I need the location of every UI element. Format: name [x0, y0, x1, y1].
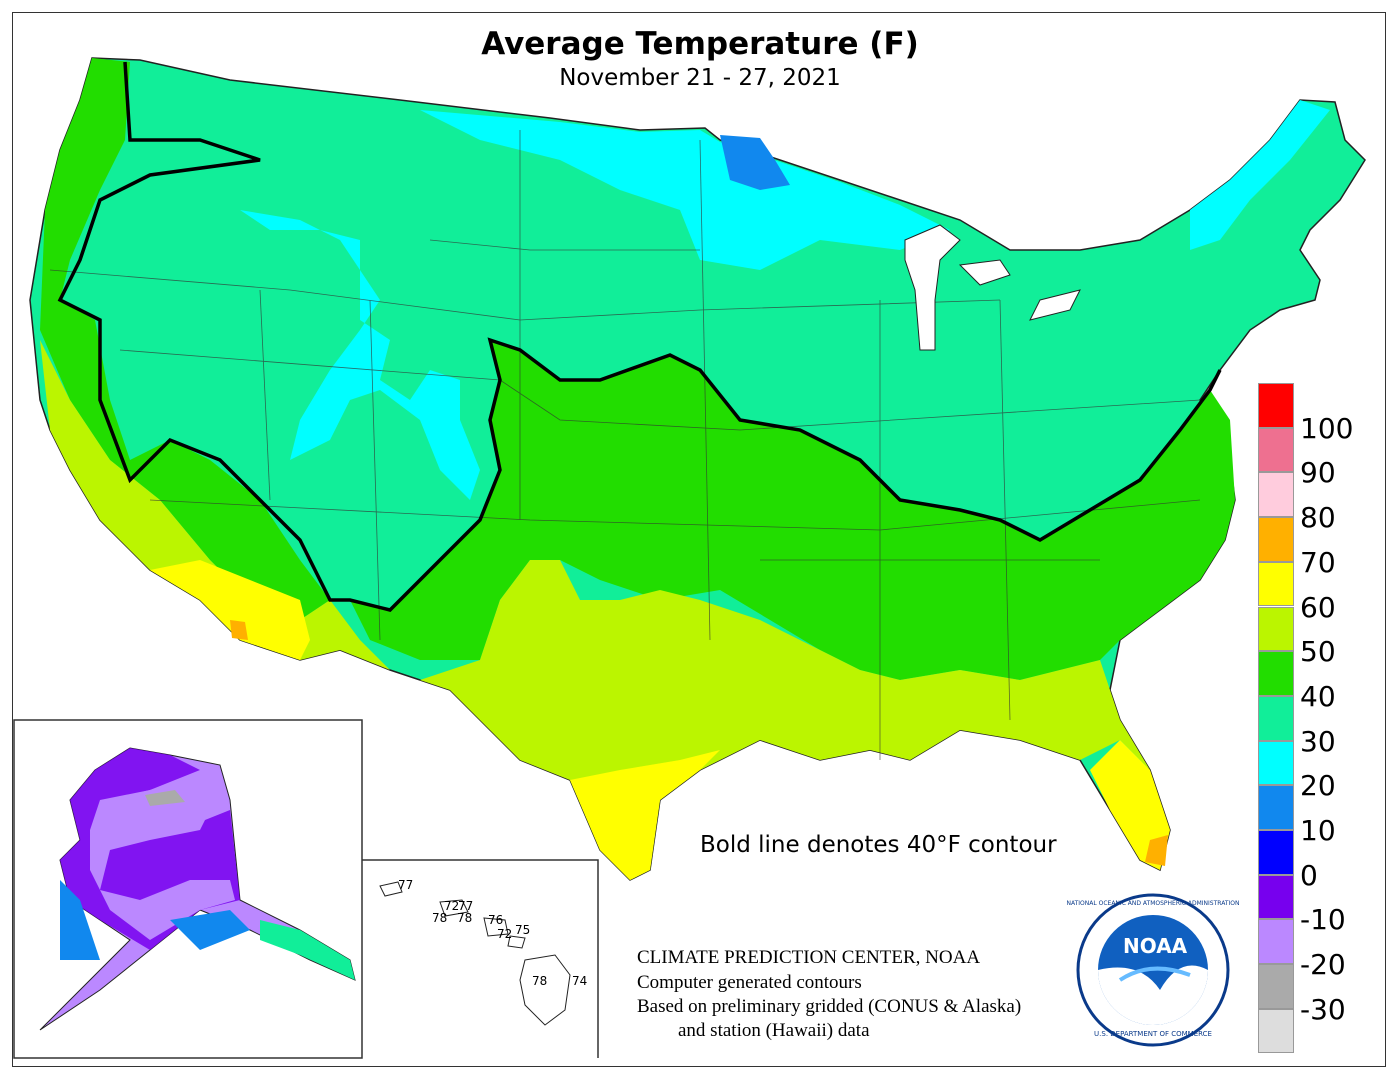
zone-60-70-florida — [1090, 740, 1170, 870]
credit-line-2: Computer generated contours — [637, 972, 862, 993]
legend-label: 100 — [1300, 411, 1354, 445]
hawaii-station-label: 78 — [532, 974, 547, 988]
map-frame — [12, 12, 1386, 1067]
hawaii-station-label: 72 — [497, 927, 512, 941]
zone-70-80-florida — [1145, 835, 1168, 866]
legend-swatch — [1258, 785, 1294, 830]
hawaii-station-label: 77 — [398, 878, 413, 892]
legend-label: 20 — [1300, 769, 1336, 803]
legend-label: 30 — [1300, 724, 1336, 758]
noaa-logo-text: NOAA — [1123, 934, 1188, 958]
hawaii-station-label: 72 — [444, 899, 459, 913]
legend-label: -30 — [1300, 992, 1346, 1026]
alaska-zone-30-40 — [260, 920, 355, 980]
zone-20-30-northeast — [1190, 100, 1330, 250]
legend-label: 10 — [1300, 814, 1336, 847]
legend-label: 90 — [1300, 456, 1336, 490]
legend-swatch — [1258, 561, 1294, 607]
zone-20-30-mountain — [240, 210, 480, 500]
noaa-logo — [1076, 893, 1230, 1047]
hawaii-station-label: 77 — [458, 899, 473, 913]
credit-line-4: and station (Hawaii) data — [678, 1020, 870, 1041]
hawaii-islands — [379, 881, 571, 1026]
hawaii-station-label: 78 — [432, 911, 447, 925]
zone-60-70-texas — [570, 750, 720, 880]
legend-label: 0 — [1300, 858, 1318, 892]
zone-20-30-north — [420, 110, 950, 270]
credit-line-1: CLIMATE PREDICTION CENTER, NOAA — [637, 947, 981, 968]
legend-label: -20 — [1300, 948, 1346, 982]
zone-70-80-arizona — [230, 620, 248, 640]
legend-label: 50 — [1300, 635, 1336, 669]
legend-swatch — [1258, 427, 1294, 473]
zone-40-50-west — [40, 58, 330, 620]
state-boundaries — [49, 130, 1201, 760]
legend-swatch — [1258, 874, 1294, 920]
alaska-zone-minus30 — [145, 790, 185, 806]
legend-label: 80 — [1300, 501, 1336, 535]
legend-label: 40 — [1300, 679, 1336, 713]
legend-swatch — [1258, 740, 1294, 786]
contour-note: Bold line denotes 40°F contour — [700, 832, 1057, 858]
hawaii-station-label: 75 — [515, 923, 530, 937]
map-title: Average Temperature (F) — [481, 26, 919, 62]
legend-swatch — [1258, 695, 1294, 741]
legend-swatch — [1258, 964, 1294, 1009]
noaa-logo-ring-top: NATIONAL OCEANIC AND ATMOSPHERIC ADMINIS… — [1066, 900, 1240, 907]
great-lakes — [904, 224, 1081, 351]
legend-label: 70 — [1300, 545, 1336, 579]
zone-40-50 — [350, 340, 1235, 680]
zone-10-20-minnesota — [720, 135, 790, 190]
legend-swatch — [1258, 651, 1294, 696]
legend-swatch — [1258, 606, 1294, 652]
contour-40f — [57, 61, 1222, 612]
hawaii-station-label: 74 — [572, 974, 587, 988]
legend-label: 60 — [1300, 590, 1336, 624]
legend-swatch — [1258, 517, 1294, 562]
alaska-zone-minus20 — [90, 775, 235, 940]
legend-swatch — [1258, 472, 1294, 518]
hawaii-station-label: 76 — [488, 913, 503, 927]
legend-swatch — [1258, 830, 1294, 875]
legend-swatch — [1258, 383, 1294, 428]
hawaii-inset-box — [362, 859, 599, 1058]
noaa-logo-ring-bottom: U.S. DEPARTMENT OF COMMERCE — [1094, 1030, 1212, 1038]
credit-line-3: Based on preliminary gridded (CONUS & Al… — [637, 996, 1022, 1017]
zone-60-70-arizona — [150, 560, 310, 660]
hawaii-station-label: 78 — [457, 911, 472, 925]
legend-label: -10 — [1300, 903, 1346, 937]
legend-swatch — [1258, 1008, 1294, 1054]
alaska-zone-10-20 — [60, 880, 250, 960]
map-subtitle: November 21 - 27, 2021 — [559, 65, 841, 91]
legend-swatch — [1258, 919, 1294, 965]
